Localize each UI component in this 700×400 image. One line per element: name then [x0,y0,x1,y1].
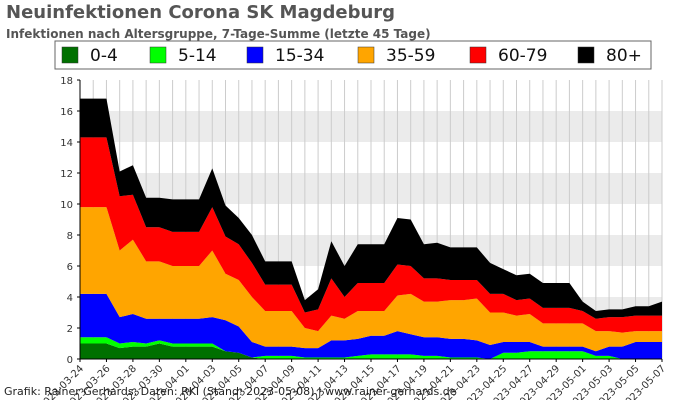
y-tick-label: 6 [67,262,73,273]
area-series-60-79 [80,137,662,333]
legend-swatch-5-14 [149,46,167,64]
chart-title: Neuinfektionen Corona SK Magdeburg [6,2,396,23]
legend-swatch-0-4 [61,46,79,64]
y-tick-label: 18 [60,76,73,87]
y-tick-label: 10 [60,200,73,211]
area-series-15-34 [80,293,662,359]
y-tick-label: 0 [67,355,73,366]
legend-label-35-59: 35-59 [386,46,435,66]
legend-swatch-60-79 [469,46,487,64]
y-tick-label: 16 [60,107,73,118]
legend-label-60-79: 60-79 [498,46,547,66]
y-tick-label: 14 [60,138,73,149]
y-tick-label: 2 [67,324,73,335]
legend-label-5-14: 5-14 [178,46,217,66]
legend-box [54,40,652,70]
y-tick-label: 4 [67,293,73,304]
y-tick-label: 8 [67,231,73,242]
chart-subtitle: Infektionen nach Altersgruppe, 7-Tage-Su… [6,27,431,41]
area-series-35-59 [80,207,662,352]
area-series-0-4 [80,343,662,359]
legend-swatch-15-34 [246,46,264,64]
legend-label-80+: 80+ [606,46,642,66]
legend-label-0-4: 0-4 [90,46,118,66]
legend-swatch-35-59 [357,46,375,64]
chart-footer: Grafik: Rainer Gerhards, Daten: RKI (Sta… [4,385,457,398]
area-series-80+ [80,98,662,319]
legend-swatch-80+ [577,46,595,64]
y-tick-label: 12 [60,169,73,180]
legend-label-15-34: 15-34 [275,46,324,66]
area-series-5-14 [80,337,662,359]
